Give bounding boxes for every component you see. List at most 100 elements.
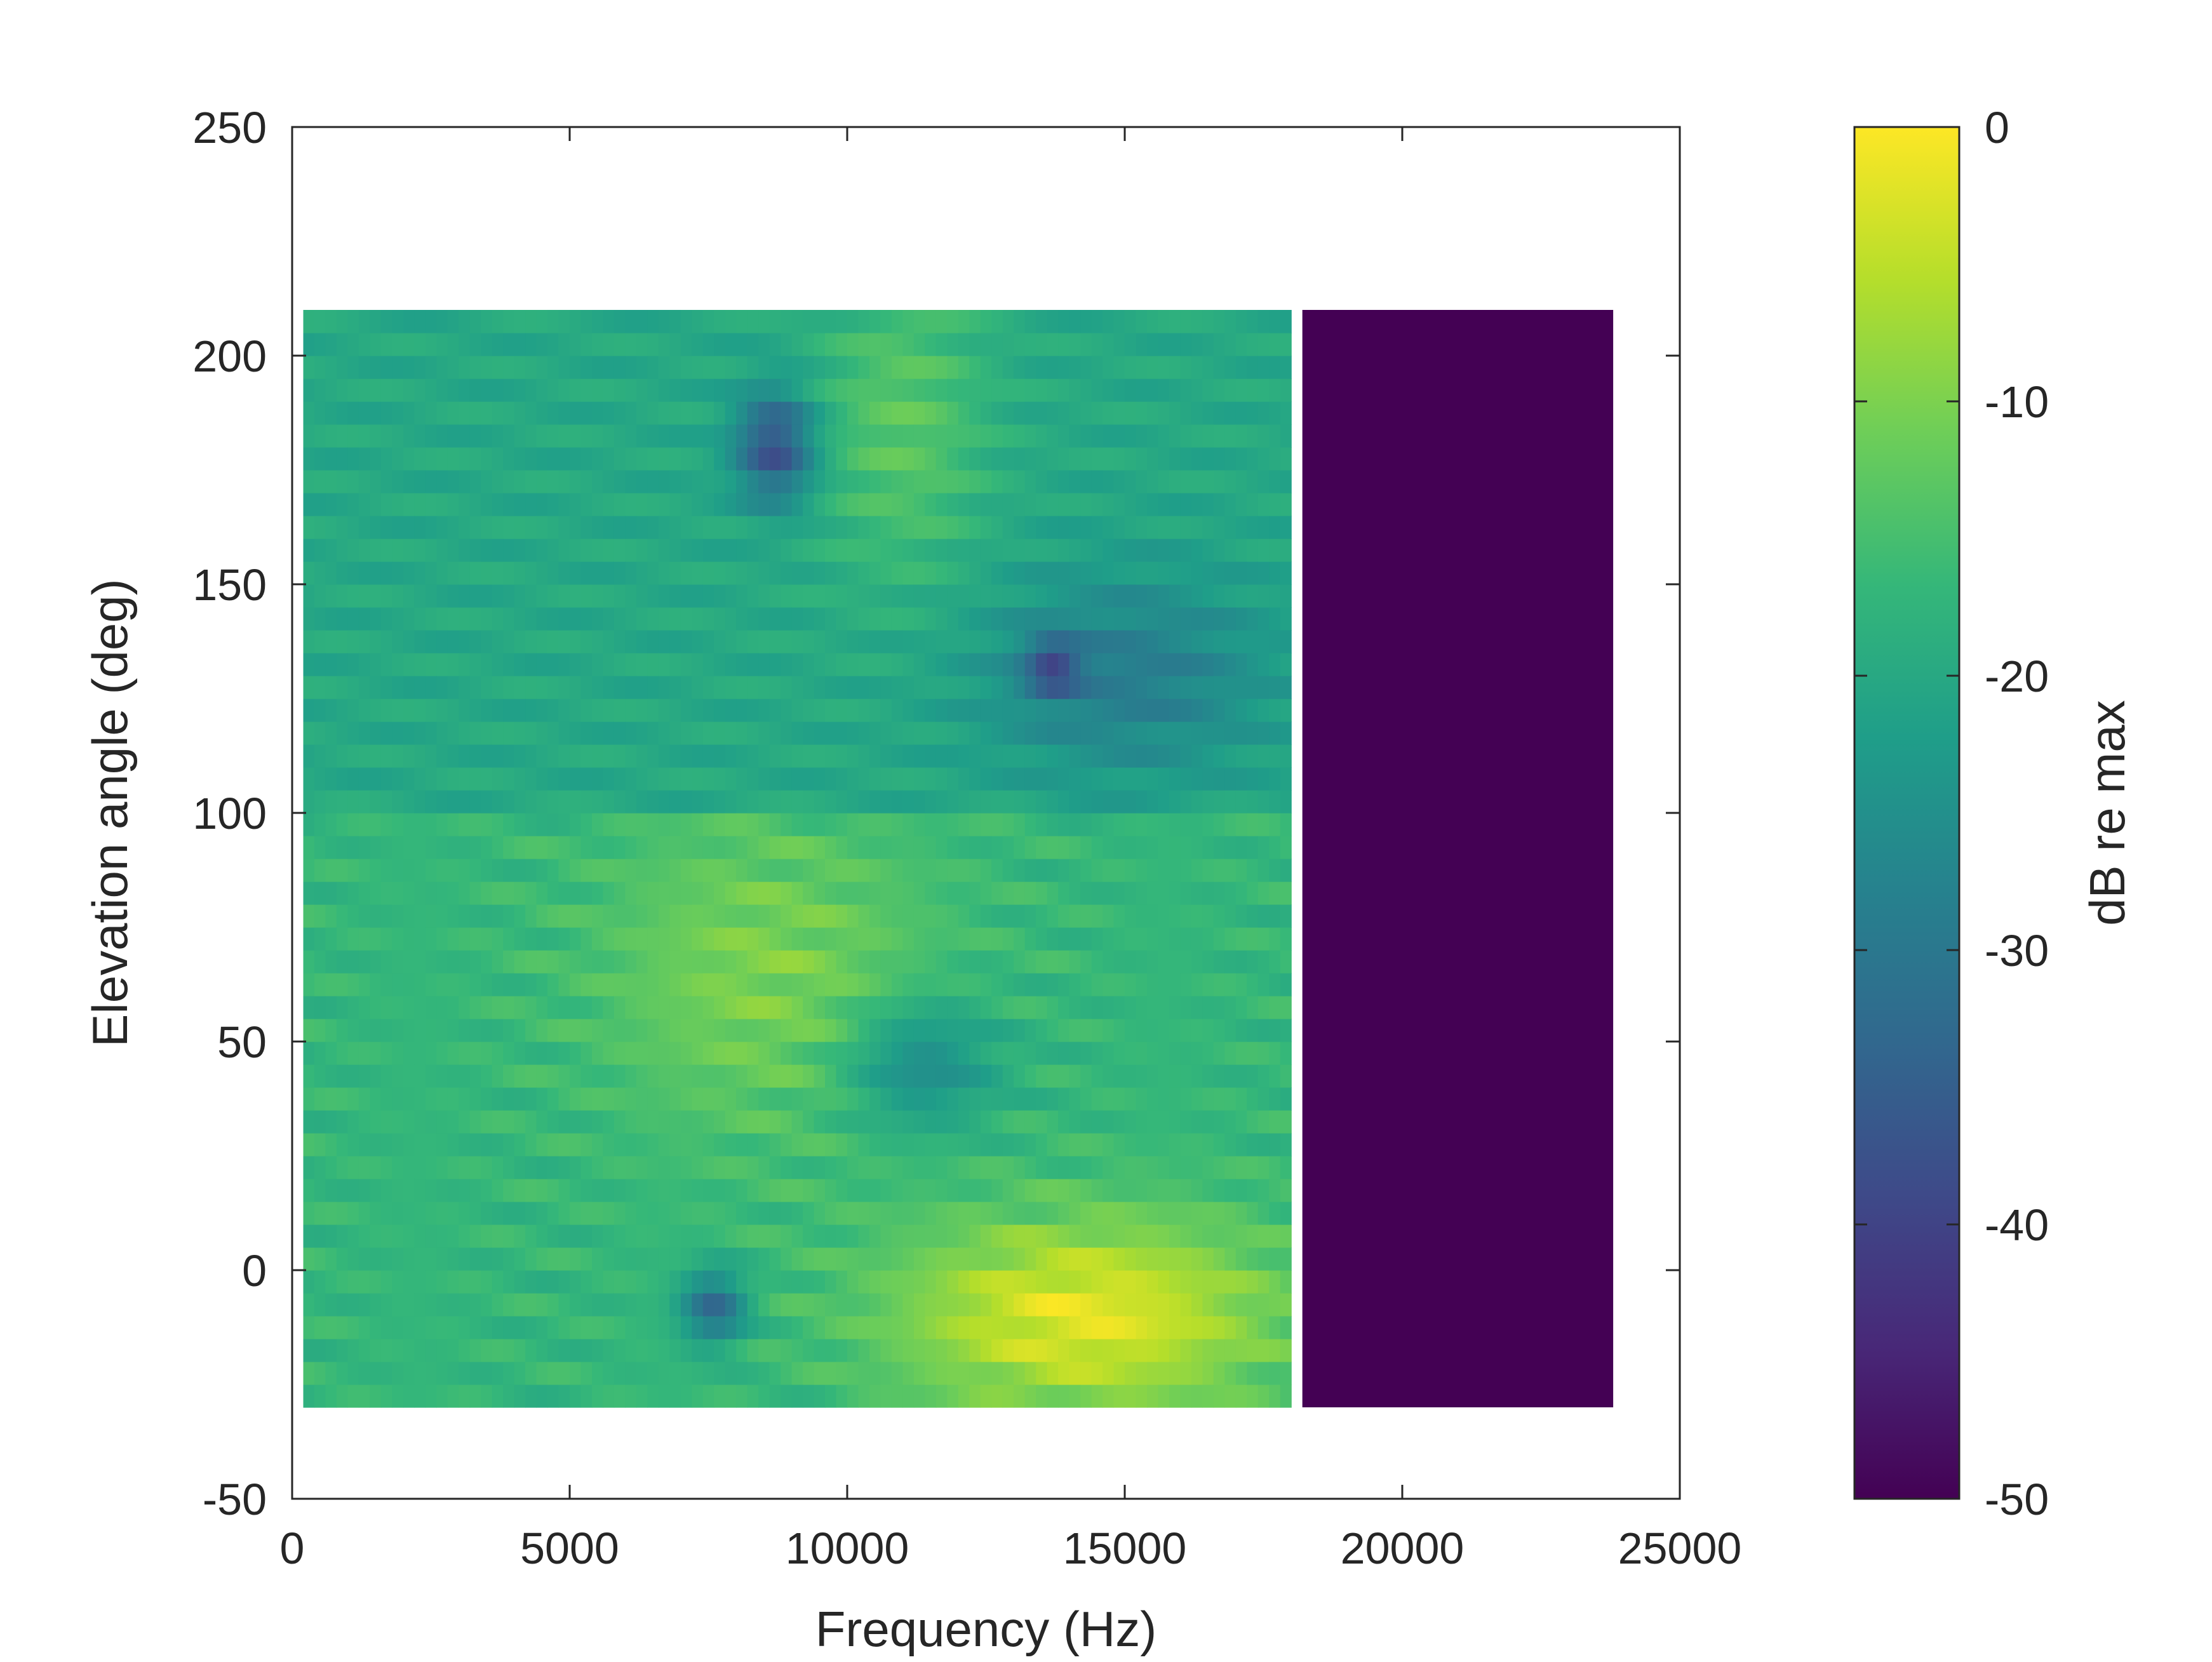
colorbar <box>1853 126 1961 1500</box>
heatmap-cell <box>702 1087 714 1111</box>
heatmap-cell <box>891 584 903 608</box>
heatmap-cell <box>403 1064 415 1088</box>
heatmap-cell <box>1047 767 1059 791</box>
heatmap-cell <box>1147 676 1159 699</box>
heatmap-cell <box>891 1042 903 1065</box>
heatmap-cell <box>592 881 604 905</box>
heatmap-cell <box>425 927 437 951</box>
heatmap-cell <box>358 1316 370 1339</box>
heatmap-cell <box>1080 1179 1092 1202</box>
heatmap-cell <box>592 1316 604 1339</box>
heatmap-cell <box>836 767 848 791</box>
heatmap-cell <box>1103 1064 1115 1088</box>
heatmap-cell <box>925 356 937 379</box>
heatmap-cell <box>825 881 837 905</box>
heatmap-cell <box>1024 767 1036 791</box>
heatmap-cell <box>1158 310 1170 333</box>
heatmap-cell <box>781 333 793 356</box>
heatmap-cell <box>1047 1064 1059 1088</box>
heatmap-cell <box>803 653 815 676</box>
heatmap-cell <box>747 676 759 699</box>
heatmap-cell <box>658 1179 670 1202</box>
heatmap-cell <box>991 333 1003 356</box>
heatmap-cell <box>403 1270 415 1294</box>
heatmap-cell <box>758 676 770 699</box>
heatmap-cell <box>836 356 848 379</box>
heatmap-cell <box>1024 516 1036 539</box>
heatmap-cell <box>1235 1042 1247 1065</box>
heatmap-cell <box>1069 424 1081 448</box>
heatmap-cell <box>613 676 626 699</box>
heatmap-cell <box>869 539 881 562</box>
heatmap-cell <box>1069 973 1081 996</box>
heatmap-cell <box>669 904 681 928</box>
heatmap-cell <box>514 607 526 631</box>
heatmap-cell <box>358 1339 370 1362</box>
heatmap-cell <box>303 1362 315 1385</box>
heatmap-cell <box>1125 1224 1137 1248</box>
heatmap-cell <box>1080 607 1092 631</box>
heatmap-cell <box>847 996 859 1019</box>
heatmap-cell <box>481 1042 493 1065</box>
heatmap-cell <box>858 333 870 356</box>
heatmap-cell <box>370 790 382 814</box>
heatmap-cell <box>392 996 404 1019</box>
heatmap-cell <box>1269 1179 1281 1202</box>
heatmap-cell <box>303 1179 315 1202</box>
heatmap-cell <box>503 744 515 768</box>
heatmap-cell <box>991 767 1003 791</box>
heatmap-cell <box>314 881 326 905</box>
heatmap-cell <box>1202 996 1214 1019</box>
heatmap-cell <box>702 1293 714 1317</box>
heatmap-cell <box>481 401 493 425</box>
heatmap-cell <box>570 904 582 928</box>
heatmap-cell <box>891 744 903 768</box>
heatmap-cell <box>880 424 892 448</box>
heatmap-cell <box>1257 1179 1270 1202</box>
heatmap-cell <box>358 1110 370 1134</box>
heatmap-cell <box>1091 1202 1103 1225</box>
heatmap-cell <box>658 1110 670 1134</box>
heatmap-cell <box>791 836 803 859</box>
heatmap-cell <box>781 973 793 996</box>
heatmap-cell <box>714 1270 726 1294</box>
heatmap-cell <box>1125 1179 1137 1202</box>
heatmap-cell <box>858 859 870 882</box>
heatmap-cell <box>825 1110 837 1134</box>
heatmap-cell <box>935 881 948 905</box>
heatmap-cell <box>725 310 737 333</box>
heatmap-cell <box>514 1316 526 1339</box>
heatmap-cell <box>714 1224 726 1248</box>
heatmap-cell <box>613 539 626 562</box>
heatmap-cell <box>447 470 459 493</box>
heatmap-cell <box>558 790 570 814</box>
heatmap-cell <box>1191 630 1203 653</box>
heatmap-cell <box>1180 401 1192 425</box>
heatmap-cell <box>1002 1110 1014 1134</box>
heatmap-cell <box>1136 1064 1148 1088</box>
heatmap-cell <box>1280 424 1292 448</box>
heatmap-cell <box>1069 1202 1081 1225</box>
heatmap-cell <box>325 401 337 425</box>
heatmap-cell <box>1136 379 1148 402</box>
heatmap-cell <box>658 996 670 1019</box>
heatmap-cell <box>1036 790 1048 814</box>
heatmap-cell <box>514 561 526 585</box>
heatmap-cell <box>935 401 948 425</box>
heatmap-cell <box>1247 973 1259 996</box>
heatmap-cell <box>1169 1202 1181 1225</box>
heatmap-cell <box>869 927 881 951</box>
heatmap-cell <box>769 333 781 356</box>
heatmap-cell <box>1280 333 1292 356</box>
heatmap-cell <box>1091 653 1103 676</box>
heatmap-cell <box>669 676 681 699</box>
heatmap-cell <box>1235 744 1247 768</box>
heatmap-cell <box>1257 1064 1270 1088</box>
heatmap-cell <box>825 813 837 836</box>
heatmap-cell <box>536 1019 548 1042</box>
heatmap-cell <box>1091 1133 1103 1156</box>
heatmap-cell <box>692 927 704 951</box>
heatmap-cell <box>1235 927 1247 951</box>
heatmap-cell <box>380 1064 392 1088</box>
heatmap-cell <box>803 721 815 745</box>
